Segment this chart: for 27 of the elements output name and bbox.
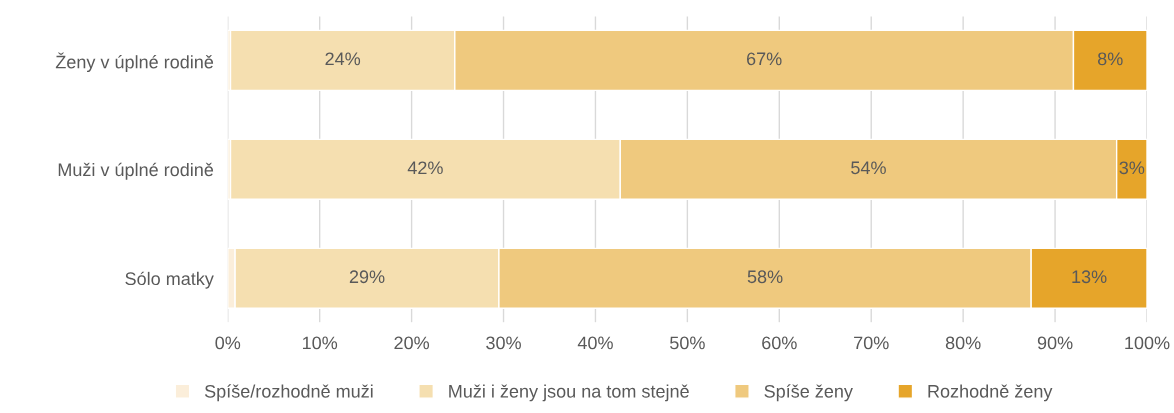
- data-label: 42%: [407, 161, 443, 175]
- data-label: 67%: [746, 52, 782, 66]
- data-label: 58%: [747, 270, 783, 284]
- x-tick-label: 90%: [1037, 336, 1073, 350]
- legend-label: Rozhodně ženy: [928, 384, 1053, 402]
- data-label: 8%: [1097, 52, 1123, 66]
- y-tick-label: Muži v úplné rodině: [58, 162, 214, 180]
- x-tick-label: 80%: [945, 336, 981, 350]
- legend-label: Muži i ženy jsou na tom stejně: [449, 384, 689, 402]
- data-label: 29%: [349, 270, 385, 284]
- x-tick-label: 10%: [302, 336, 338, 350]
- legend-label: Spíše ženy: [764, 384, 853, 402]
- data-label: 3%: [1119, 161, 1145, 175]
- x-tick-label: 0%: [215, 336, 241, 350]
- x-tick-label: 40%: [577, 336, 613, 350]
- data-label: 54%: [851, 161, 886, 175]
- legend-label: Spíše/rozhodně muži: [204, 384, 373, 402]
- x-tick-label: 20%: [394, 336, 430, 350]
- x-tick-label: 30%: [486, 336, 521, 350]
- data-label: 24%: [325, 52, 361, 66]
- x-tick-label: 50%: [670, 336, 705, 350]
- data-label: 13%: [1072, 270, 1107, 284]
- x-tick-label: 70%: [854, 336, 889, 350]
- x-tick-label: 60%: [762, 336, 797, 350]
- y-tick-label: Ženy v úplné rodině: [55, 52, 214, 73]
- y-tick-label: Sólo matky: [125, 271, 214, 289]
- x-tick-label: 100%: [1125, 336, 1170, 350]
